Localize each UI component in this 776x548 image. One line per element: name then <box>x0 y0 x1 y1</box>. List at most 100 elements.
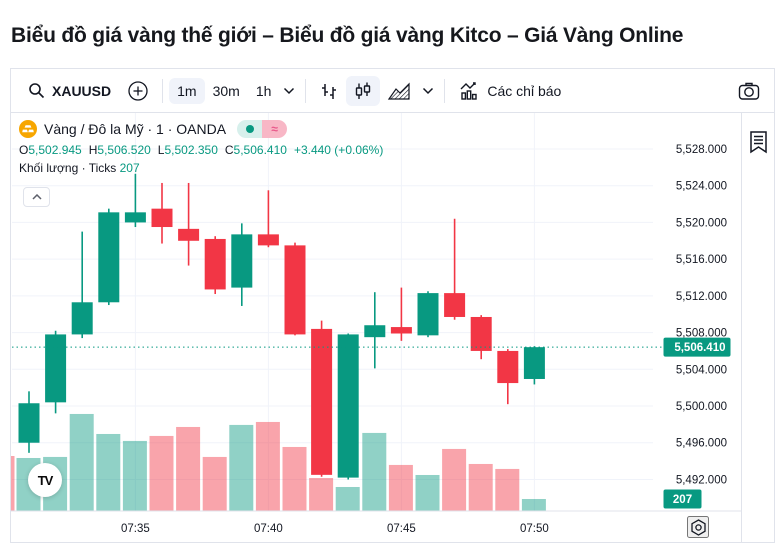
style-area-button[interactable] <box>380 76 418 106</box>
candle-body <box>18 403 40 443</box>
style-candles-button[interactable] <box>346 75 381 106</box>
camera-icon <box>737 80 761 102</box>
candle-body <box>444 293 466 317</box>
volume-bar <box>309 477 334 511</box>
legend-collapse-button[interactable] <box>23 187 50 207</box>
volume-bar <box>282 446 307 511</box>
price-scale[interactable]: 5,528.000 5,524.000 5,520.000 5,516.000 5,51… <box>676 144 727 486</box>
volume-bar <box>149 435 174 511</box>
time-tick-label: 07:50 <box>520 523 549 535</box>
current-price-badge <box>663 337 731 357</box>
search-icon <box>28 82 45 99</box>
watchlist-button[interactable] <box>745 127 772 157</box>
market-open-indicator <box>237 120 263 138</box>
time-tick-label: 07:35 <box>121 523 150 535</box>
symbol-label: XAUUSD <box>52 82 112 99</box>
chevron-down-icon <box>283 87 295 95</box>
volume-bar <box>176 426 201 511</box>
chevron-down-icon <box>422 87 434 95</box>
price-tick-label: 5,520.000 <box>676 217 727 229</box>
change-value: +3.440 (+0.06%) <box>293 143 384 157</box>
indicators-label: Các chỉ báo <box>487 82 562 99</box>
candle-body <box>390 327 412 334</box>
price-tick-label: 5,512.000 <box>676 291 727 303</box>
price-tick-label: 5,508.000 <box>676 328 727 340</box>
gear-icon <box>690 518 707 536</box>
candle-body <box>257 234 279 246</box>
indicators-button[interactable]: Các chỉ báo <box>451 76 568 106</box>
current-volume-badge <box>663 489 702 509</box>
high-value: 5,506.520 <box>97 143 151 157</box>
chart-legend: Vàng / Đô la Mỹ · 1 · OANDA ≈ O5,502.945… <box>19 118 383 175</box>
area-chart-icon <box>387 81 411 101</box>
toolbar-separator <box>162 78 164 103</box>
low-value: 5,502.350 <box>164 143 218 157</box>
price-tick-label: 5,492.000 <box>676 474 727 486</box>
gold-symbol-icon <box>19 120 37 138</box>
candle-body <box>71 302 93 335</box>
candle-body <box>98 212 120 303</box>
compare-button[interactable] <box>120 75 156 107</box>
candle-body <box>337 334 359 478</box>
candle-body <box>417 293 439 336</box>
close-value: 5,506.410 <box>233 143 287 157</box>
price-tick-label: 5,504.000 <box>676 364 727 376</box>
interval-1m-button[interactable]: 1m <box>169 77 205 104</box>
candle-body <box>470 316 492 351</box>
plus-circle-icon <box>127 80 149 102</box>
candle-body <box>45 334 67 403</box>
candle-body <box>124 212 146 223</box>
volume-readout: Khối lượng · Ticks 207 <box>19 161 140 175</box>
ohlc-readout: O5,502.945 H5,506.520 L5,502.350 C5,506.… <box>19 143 384 157</box>
candle-body <box>204 238 226 290</box>
chart-toolbar: XAUUSD 1m 30m 1h <box>11 69 774 113</box>
volume-bar <box>69 413 94 511</box>
volume-bar <box>388 464 413 511</box>
current-volume-badge-label: 207 <box>673 494 692 506</box>
interval-1h-button[interactable]: 1h <box>248 78 280 104</box>
candle-body <box>284 245 306 335</box>
candle-body <box>178 228 200 241</box>
volume-bar <box>255 421 280 511</box>
time-tick-label: 07:40 <box>254 523 283 535</box>
time-scale[interactable]: 07:35 07:40 07:45 07:50 <box>121 523 549 535</box>
snapshot-button[interactable] <box>730 75 768 107</box>
volume-bar <box>468 463 493 511</box>
candle-body <box>523 347 545 379</box>
current-price-badge-label: 5,506.410 <box>674 342 725 354</box>
interval-30m-button[interactable]: 30m <box>205 78 248 104</box>
price-chart[interactable]: 5,528.000 5,524.000 5,520.000 5,516.000 5,51… <box>11 113 741 542</box>
style-bars-button[interactable] <box>312 76 346 106</box>
chart-main-area: 5,528.000 5,524.000 5,520.000 5,516.000 5,51… <box>11 113 774 542</box>
volume-bar <box>122 440 147 511</box>
candle-body <box>151 208 173 228</box>
toolbar-separator <box>305 78 307 103</box>
right-sidebar <box>741 113 774 542</box>
style-menu-button[interactable] <box>418 82 438 100</box>
chart-region[interactable]: 5,528.000 5,524.000 5,520.000 5,516.000 5,51… <box>11 113 741 542</box>
price-tick-label: 5,500.000 <box>676 401 727 413</box>
chart-widget: XAUUSD 1m 30m 1h <box>10 68 775 543</box>
volume-bar <box>362 432 387 511</box>
market-status-pills[interactable]: ≈ <box>237 120 288 138</box>
interval-menu-button[interactable] <box>279 82 299 100</box>
tradingview-logo[interactable]: TV <box>28 463 62 497</box>
volume-value: 207 <box>119 161 140 175</box>
volume-bar <box>521 498 546 511</box>
toolbar-separator <box>444 78 446 103</box>
indicators-icon <box>458 81 480 101</box>
candle-body <box>231 234 253 288</box>
volume-bar <box>335 486 360 511</box>
volume-bar <box>415 474 440 511</box>
candlestick-icon <box>353 81 373 101</box>
open-value: 5,502.945 <box>28 143 82 157</box>
candle-body <box>497 350 519 384</box>
symbol-search-button[interactable]: XAUUSD <box>21 77 118 104</box>
hlc-bars-icon <box>319 81 339 101</box>
volume-bar <box>495 468 520 511</box>
timezone-settings-button[interactable] <box>687 516 709 538</box>
price-tick-label: 5,496.000 <box>676 438 727 450</box>
price-tick-label: 5,516.000 <box>676 254 727 266</box>
symbol-description[interactable]: Vàng / Đô la Mỹ · 1 · OANDA <box>44 121 227 137</box>
delayed-data-indicator: ≈ <box>262 120 288 138</box>
